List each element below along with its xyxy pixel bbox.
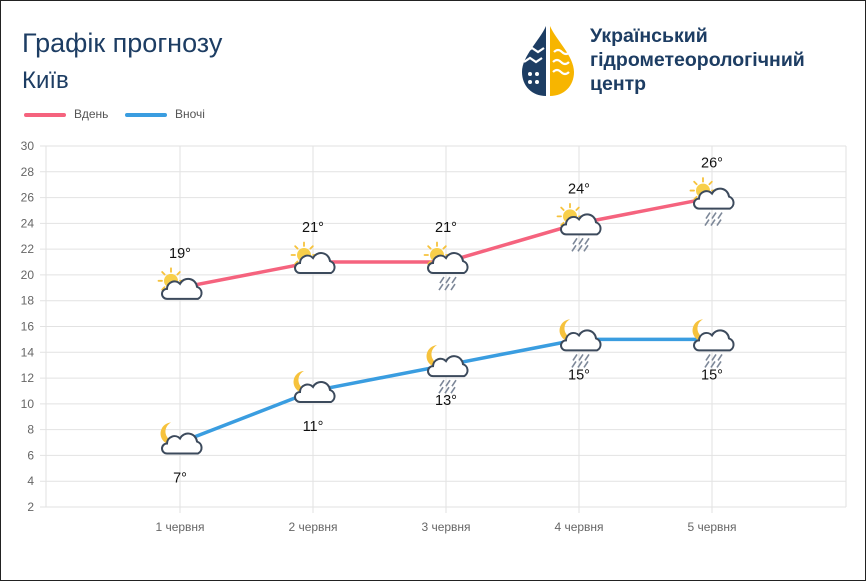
y-tick-label: 30: [21, 139, 35, 153]
night-temp-label: 11°: [303, 419, 324, 435]
night-temp-label: 7°: [173, 471, 187, 487]
y-tick-label: 24: [21, 216, 35, 230]
moon-cloud-rain-icon: [692, 319, 735, 368]
night-temp-label: 13°: [435, 393, 457, 409]
sun-cloud-icon: [290, 241, 336, 275]
x-tick-label: 5 червня: [687, 520, 736, 534]
y-tick-label: 8: [27, 423, 34, 437]
y-tick-label: 6: [27, 448, 34, 462]
page-title: Графік прогнозу: [22, 28, 223, 58]
legend-swatch-night: [125, 113, 167, 117]
x-tick-label: 3 червня: [421, 520, 470, 534]
y-tick-label: 22: [21, 242, 35, 256]
y-tick-label: 14: [21, 345, 35, 359]
moon-cloud-icon: [160, 422, 203, 455]
logo: Український гідрометеорологічний центр: [520, 22, 860, 102]
legend-swatch-day: [24, 113, 66, 117]
x-tick-label: 2 червня: [288, 520, 337, 534]
legend-label-night: Вночі: [175, 107, 205, 121]
sun-cloud-rain-icon: [423, 241, 469, 291]
moon-cloud-icon: [293, 370, 336, 403]
moon-cloud-rain-icon: [559, 319, 602, 368]
logo-line-2: гідрометеорологічний: [590, 49, 805, 71]
day-temp-label: 19°: [169, 246, 191, 262]
x-tick-label: 4 червня: [554, 520, 603, 534]
day-temp-label: 21°: [435, 220, 457, 236]
y-tick-label: 12: [21, 371, 35, 385]
y-tick-label: 2: [27, 500, 34, 514]
moon-cloud-rain-icon: [426, 345, 469, 394]
y-tick-label: 10: [21, 397, 35, 411]
y-tick-label: 20: [21, 268, 35, 282]
y-tick-label: 16: [21, 320, 35, 334]
logo-text: Український гідрометеорологічний центр: [590, 24, 860, 96]
logo-line-3: центр: [590, 73, 647, 95]
day-temp-label: 21°: [302, 220, 324, 236]
y-tick-label: 4: [27, 474, 34, 488]
y-tick-label: 18: [21, 294, 35, 308]
legend-label-day: Вдень: [74, 107, 109, 121]
sun-cloud-rain-icon: [689, 177, 735, 227]
sun-cloud-icon: [157, 267, 203, 300]
night-temp-label: 15°: [568, 367, 590, 383]
day-temp-label: 24°: [568, 181, 590, 197]
city-name: Київ: [22, 67, 69, 94]
night-temp-label: 15°: [701, 367, 723, 383]
x-tick-label: 1 червня: [155, 520, 204, 534]
logo-line-1: Український: [590, 25, 708, 47]
sun-cloud-rain-icon: [556, 202, 602, 252]
y-tick-label: 28: [21, 165, 35, 179]
ukrhydromet-drop-logo-icon: [522, 26, 574, 96]
y-tick-label: 26: [21, 191, 35, 205]
day-temp-label: 26°: [701, 156, 723, 172]
